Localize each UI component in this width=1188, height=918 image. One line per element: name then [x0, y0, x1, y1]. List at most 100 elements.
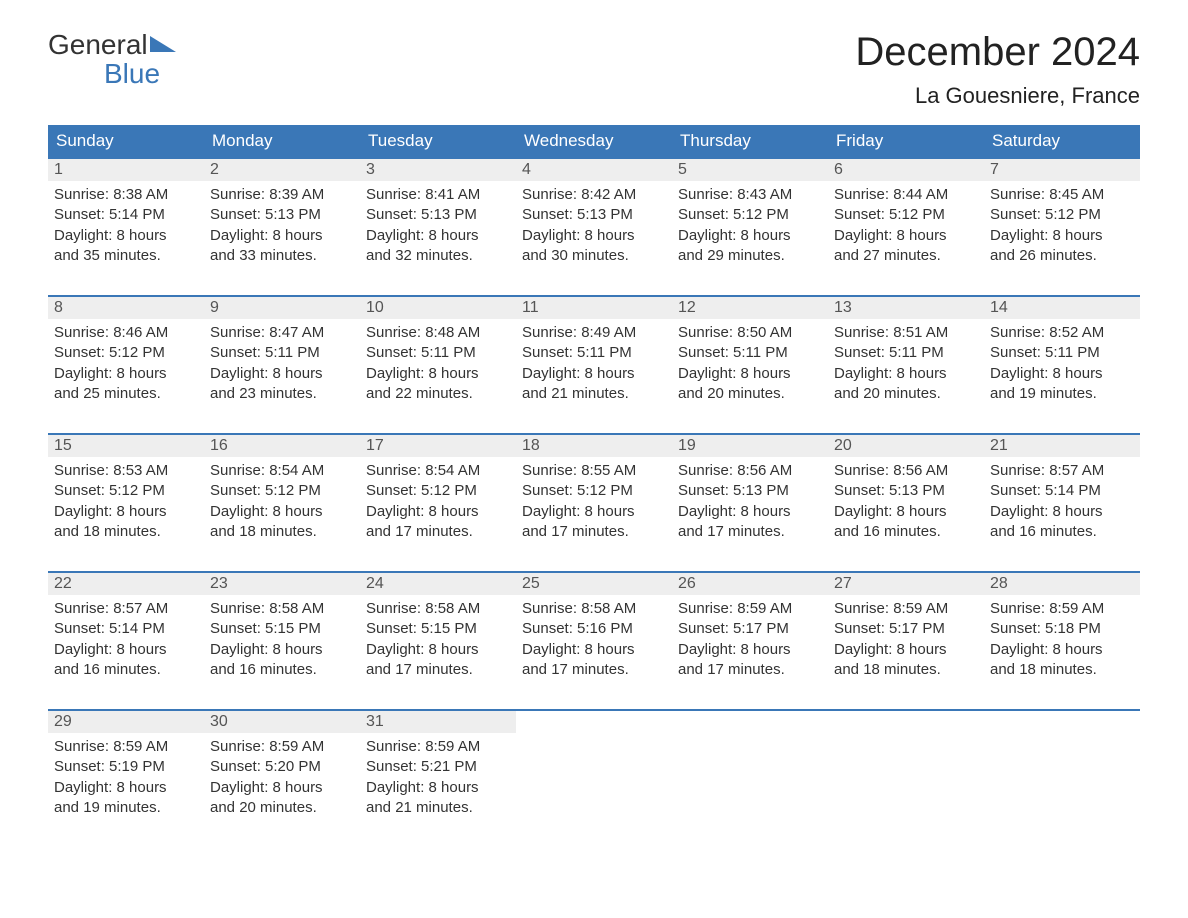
day-day1: Daylight: 8 hours [834, 226, 978, 246]
calendar-day: 10Sunrise: 8:48 AMSunset: 5:11 PMDayligh… [360, 297, 516, 419]
day-sunset: Sunset: 5:12 PM [990, 205, 1134, 225]
day-details: Sunrise: 8:57 AMSunset: 5:14 PMDaylight:… [984, 457, 1140, 557]
day-details: Sunrise: 8:38 AMSunset: 5:14 PMDaylight:… [48, 181, 204, 281]
day-sunrise: Sunrise: 8:49 AM [522, 323, 666, 343]
calendar-day: 6 Sunrise: 8:44 AMSunset: 5:12 PMDaylight… [828, 159, 984, 281]
flag-icon [150, 34, 176, 56]
day-day2: and 16 minutes. [834, 522, 978, 542]
day-sunrise: Sunrise: 8:56 AM [678, 461, 822, 481]
day-sunrise: Sunrise: 8:44 AM [834, 185, 978, 205]
day-details: Sunrise: 8:48 AMSunset: 5:11 PMDaylight:… [360, 319, 516, 419]
day-details: Sunrise: 8:54 AMSunset: 5:12 PMDaylight:… [360, 457, 516, 557]
day-sunset: Sunset: 5:14 PM [990, 481, 1134, 501]
day-day2: and 16 minutes. [54, 660, 198, 680]
day-day1: Daylight: 8 hours [54, 502, 198, 522]
day-sunrise: Sunrise: 8:48 AM [366, 323, 510, 343]
day-day2: and 29 minutes. [678, 246, 822, 266]
calendar-day: 4 Sunrise: 8:42 AMSunset: 5:13 PMDaylight… [516, 159, 672, 281]
calendar-week: 8Sunrise: 8:46 AMSunset: 5:12 PMDaylight… [48, 295, 1140, 419]
day-details [672, 715, 828, 815]
day-day1: Daylight: 8 hours [210, 640, 354, 660]
day-details [828, 715, 984, 815]
day-day1: Daylight: 8 hours [990, 226, 1134, 246]
day-day2: and 26 minutes. [990, 246, 1134, 266]
day-sunrise: Sunrise: 8:59 AM [366, 737, 510, 757]
day-sunset: Sunset: 5:13 PM [678, 481, 822, 501]
day-sunrise: Sunrise: 8:59 AM [54, 737, 198, 757]
calendar-day: 11Sunrise: 8:49 AMSunset: 5:11 PMDayligh… [516, 297, 672, 419]
day-sunrise: Sunrise: 8:54 AM [210, 461, 354, 481]
brand-logo: General Blue [48, 30, 176, 89]
calendar-day: 16Sunrise: 8:54 AMSunset: 5:12 PMDayligh… [204, 435, 360, 557]
day-sunrise: Sunrise: 8:57 AM [990, 461, 1134, 481]
day-sunset: Sunset: 5:12 PM [366, 481, 510, 501]
day-sunset: Sunset: 5:12 PM [54, 481, 198, 501]
day-sunrise: Sunrise: 8:46 AM [54, 323, 198, 343]
day-day2: and 17 minutes. [366, 522, 510, 542]
day-sunset: Sunset: 5:14 PM [54, 205, 198, 225]
day-day1: Daylight: 8 hours [678, 226, 822, 246]
day-sunrise: Sunrise: 8:59 AM [990, 599, 1134, 619]
day-number: 23 [204, 573, 360, 595]
day-sunrise: Sunrise: 8:59 AM [678, 599, 822, 619]
day-details: Sunrise: 8:55 AMSunset: 5:12 PMDaylight:… [516, 457, 672, 557]
day-sunrise: Sunrise: 8:41 AM [366, 185, 510, 205]
calendar-day: 5Sunrise: 8:43 AMSunset: 5:12 PMDaylight… [672, 159, 828, 281]
calendar-day: 29Sunrise: 8:59 AMSunset: 5:19 PMDayligh… [48, 711, 204, 833]
weekday-label: Wednesday [516, 125, 672, 157]
day-sunrise: Sunrise: 8:53 AM [54, 461, 198, 481]
day-sunrise: Sunrise: 8:55 AM [522, 461, 666, 481]
day-sunset: Sunset: 5:16 PM [522, 619, 666, 639]
day-sunset: Sunset: 5:15 PM [210, 619, 354, 639]
calendar-day: 15 Sunrise: 8:53 AMSunset: 5:12 PMDayligh… [48, 435, 204, 557]
day-sunrise: Sunrise: 8:42 AM [522, 185, 666, 205]
calendar-day [672, 711, 828, 833]
day-day1: Daylight: 8 hours [366, 640, 510, 660]
day-number: 10 [360, 297, 516, 319]
day-number: 6 [828, 159, 984, 181]
weekday-label: Friday [828, 125, 984, 157]
day-number: 18 [516, 435, 672, 457]
calendar-day: 20Sunrise: 8:56 AMSunset: 5:13 PMDayligh… [828, 435, 984, 557]
day-day2: and 21 minutes. [522, 384, 666, 404]
day-details: Sunrise: 8:52 AMSunset: 5:11 PMDaylight:… [984, 319, 1140, 419]
day-details: Sunrise: 8:56 AMSunset: 5:13 PMDaylight:… [672, 457, 828, 557]
day-number: 20 [828, 435, 984, 457]
day-day1: Daylight: 8 hours [522, 226, 666, 246]
day-number: 21 [984, 435, 1140, 457]
location-label: La Gouesniere, France [855, 83, 1140, 109]
day-number: 25 [516, 573, 672, 595]
calendar-day: 3Sunrise: 8:41 AMSunset: 5:13 PMDaylight… [360, 159, 516, 281]
day-sunset: Sunset: 5:18 PM [990, 619, 1134, 639]
day-number: 4 [516, 159, 672, 181]
calendar-day: 2Sunrise: 8:39 AMSunset: 5:13 PMDaylight… [204, 159, 360, 281]
day-details: Sunrise: 8:58 AMSunset: 5:15 PMDaylight:… [360, 595, 516, 695]
day-sunset: Sunset: 5:13 PM [366, 205, 510, 225]
calendar-day: 14Sunrise: 8:52 AMSunset: 5:11 PMDayligh… [984, 297, 1140, 419]
calendar-day: 23Sunrise: 8:58 AMSunset: 5:15 PMDayligh… [204, 573, 360, 695]
day-number: 31 [360, 711, 516, 733]
day-details: Sunrise: 8:50 AMSunset: 5:11 PMDaylight:… [672, 319, 828, 419]
day-number: 15 [48, 435, 204, 457]
day-details: Sunrise: 8:59 AMSunset: 5:17 PMDaylight:… [672, 595, 828, 695]
day-details: Sunrise: 8:45 AMSunset: 5:12 PMDaylight:… [984, 181, 1140, 281]
calendar-day [984, 711, 1140, 833]
day-sunset: Sunset: 5:12 PM [834, 205, 978, 225]
calendar-week: 29Sunrise: 8:59 AMSunset: 5:19 PMDayligh… [48, 709, 1140, 833]
day-day1: Daylight: 8 hours [210, 778, 354, 798]
day-sunrise: Sunrise: 8:59 AM [210, 737, 354, 757]
day-number: 24 [360, 573, 516, 595]
day-sunset: Sunset: 5:11 PM [522, 343, 666, 363]
day-day2: and 30 minutes. [522, 246, 666, 266]
day-day1: Daylight: 8 hours [834, 364, 978, 384]
day-day1: Daylight: 8 hours [678, 640, 822, 660]
day-day2: and 23 minutes. [210, 384, 354, 404]
day-sunrise: Sunrise: 8:39 AM [210, 185, 354, 205]
day-sunset: Sunset: 5:12 PM [678, 205, 822, 225]
day-sunset: Sunset: 5:13 PM [522, 205, 666, 225]
day-sunset: Sunset: 5:13 PM [210, 205, 354, 225]
calendar-week: 22Sunrise: 8:57 AMSunset: 5:14 PMDayligh… [48, 571, 1140, 695]
day-day1: Daylight: 8 hours [54, 364, 198, 384]
day-sunrise: Sunrise: 8:57 AM [54, 599, 198, 619]
day-details: Sunrise: 8:43 AMSunset: 5:12 PMDaylight:… [672, 181, 828, 281]
